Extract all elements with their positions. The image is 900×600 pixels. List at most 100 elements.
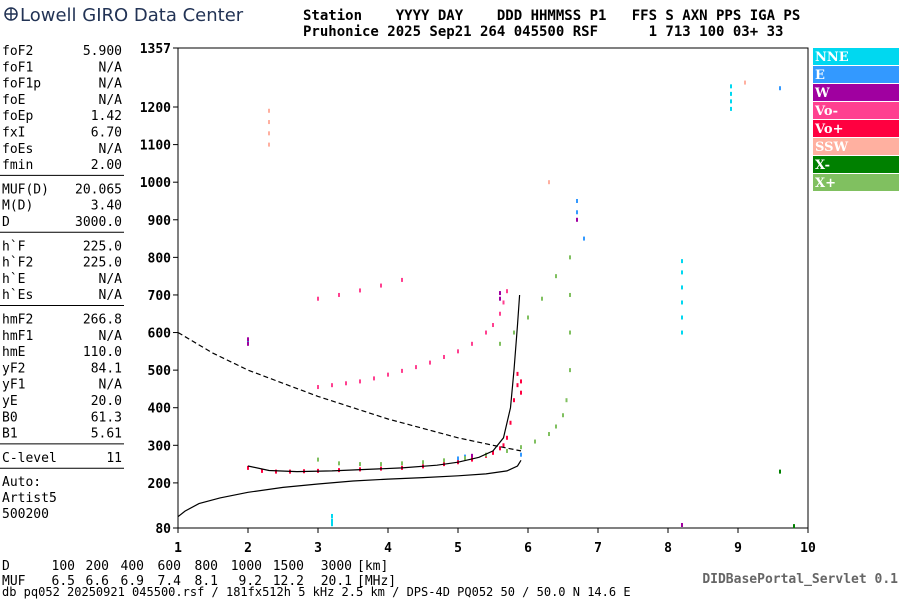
param-value: 2.00 <box>91 158 122 173</box>
echo-point <box>520 445 522 450</box>
echo-point <box>317 296 319 301</box>
legend-swatch <box>813 48 899 65</box>
echo-point <box>527 315 529 320</box>
legend-label: X- <box>815 158 830 173</box>
note: Artist5 <box>2 491 57 506</box>
echo-point <box>681 270 683 275</box>
echo-point <box>331 518 333 523</box>
servlet-label: DIDBasePortal_Servlet 0.1 <box>702 572 898 587</box>
echo-point <box>261 468 263 473</box>
echo-point <box>380 283 382 288</box>
param-label: fxI <box>2 126 25 141</box>
echo-point <box>502 443 505 448</box>
legend-swatch <box>813 156 899 173</box>
echo-point <box>401 461 403 466</box>
echo-point <box>338 461 340 466</box>
logo-icon <box>4 7 18 21</box>
echo-point <box>331 383 333 388</box>
param-label: M(D) <box>2 199 33 214</box>
cell: 6.9 <box>121 574 144 589</box>
param-value: 225.0 <box>83 256 122 271</box>
echo-point <box>492 323 494 328</box>
param-value: N/A <box>99 272 123 287</box>
echo-point <box>457 456 459 461</box>
param-label: h`F2 <box>2 256 33 271</box>
y-tick-label: 80 <box>155 522 171 537</box>
param-label: foF2 <box>2 44 33 59</box>
cell: 1000 <box>231 559 262 574</box>
echo-point <box>464 456 466 461</box>
echo-point <box>499 446 501 451</box>
echo-point <box>401 277 403 282</box>
echo-point <box>247 341 249 346</box>
param-value: 1.42 <box>91 109 122 124</box>
echo-point <box>569 330 571 335</box>
param-value: 11 <box>106 451 122 466</box>
profile-curve <box>247 294 521 473</box>
cell: 800 <box>195 559 218 574</box>
param-label: h`F <box>2 239 26 254</box>
echo-point <box>730 99 732 104</box>
logo-text: Lowell GIRO Data Center <box>20 5 244 26</box>
cell: 6.5 <box>52 574 75 589</box>
param-value: 84.1 <box>91 361 122 376</box>
param-label: yE <box>2 394 18 409</box>
echo-point <box>730 106 732 111</box>
echo-point <box>471 457 473 462</box>
legend-label: E <box>815 68 825 83</box>
param-value: 61.3 <box>91 410 122 425</box>
legend-label: X+ <box>815 176 836 191</box>
echo-point <box>268 142 270 147</box>
echo-point <box>513 330 515 335</box>
y-tick-label: 1357 <box>140 42 171 57</box>
cell: 600 <box>158 559 181 574</box>
x-tick-label: 9 <box>734 541 742 556</box>
echo-point <box>569 255 571 260</box>
echo-point <box>779 469 781 474</box>
param-value: 225.0 <box>83 239 122 254</box>
echo-point <box>744 80 746 85</box>
x-tick-label: 2 <box>244 541 252 556</box>
legend-swatch <box>813 84 899 101</box>
x-tick-label: 6 <box>524 541 532 556</box>
echo-point <box>506 289 508 294</box>
echo-point <box>576 198 578 203</box>
legend-swatch <box>813 66 899 83</box>
y-tick-label: 500 <box>148 364 172 379</box>
cell: 200 <box>86 559 109 574</box>
echo-point <box>583 236 585 241</box>
param-label: D <box>2 215 10 230</box>
param-value: N/A <box>99 60 123 75</box>
x-tick-label: 3 <box>314 541 322 556</box>
legend-swatch <box>813 138 899 155</box>
legend-swatch <box>813 174 899 191</box>
echo-point <box>401 368 403 373</box>
echo-point <box>359 462 361 467</box>
echo-point <box>541 296 543 301</box>
note: 500200 <box>2 507 49 522</box>
cell: 20.1 <box>321 574 352 589</box>
param-label: fmin <box>2 158 33 173</box>
param-label: foF1 <box>2 60 33 75</box>
param-label: h`Es <box>2 288 33 303</box>
param-value: N/A <box>99 77 123 92</box>
echo-point <box>443 354 445 359</box>
y-tick-label: 700 <box>148 289 172 304</box>
echo-point <box>499 341 501 346</box>
echo-point <box>555 424 557 429</box>
echo-point <box>499 296 501 301</box>
echo-point <box>275 469 277 474</box>
echo-point <box>268 131 270 136</box>
param-value: N/A <box>99 329 123 344</box>
echo-point <box>576 210 578 215</box>
echo-point <box>576 217 578 222</box>
echo-point <box>387 372 389 377</box>
param-value: 266.8 <box>83 313 122 328</box>
param-value: 110.0 <box>83 345 122 360</box>
echo-point <box>569 368 571 373</box>
echo-point <box>555 274 557 279</box>
x-tick-label: 8 <box>664 541 672 556</box>
echo-point <box>681 285 683 290</box>
echo-point <box>548 432 550 437</box>
